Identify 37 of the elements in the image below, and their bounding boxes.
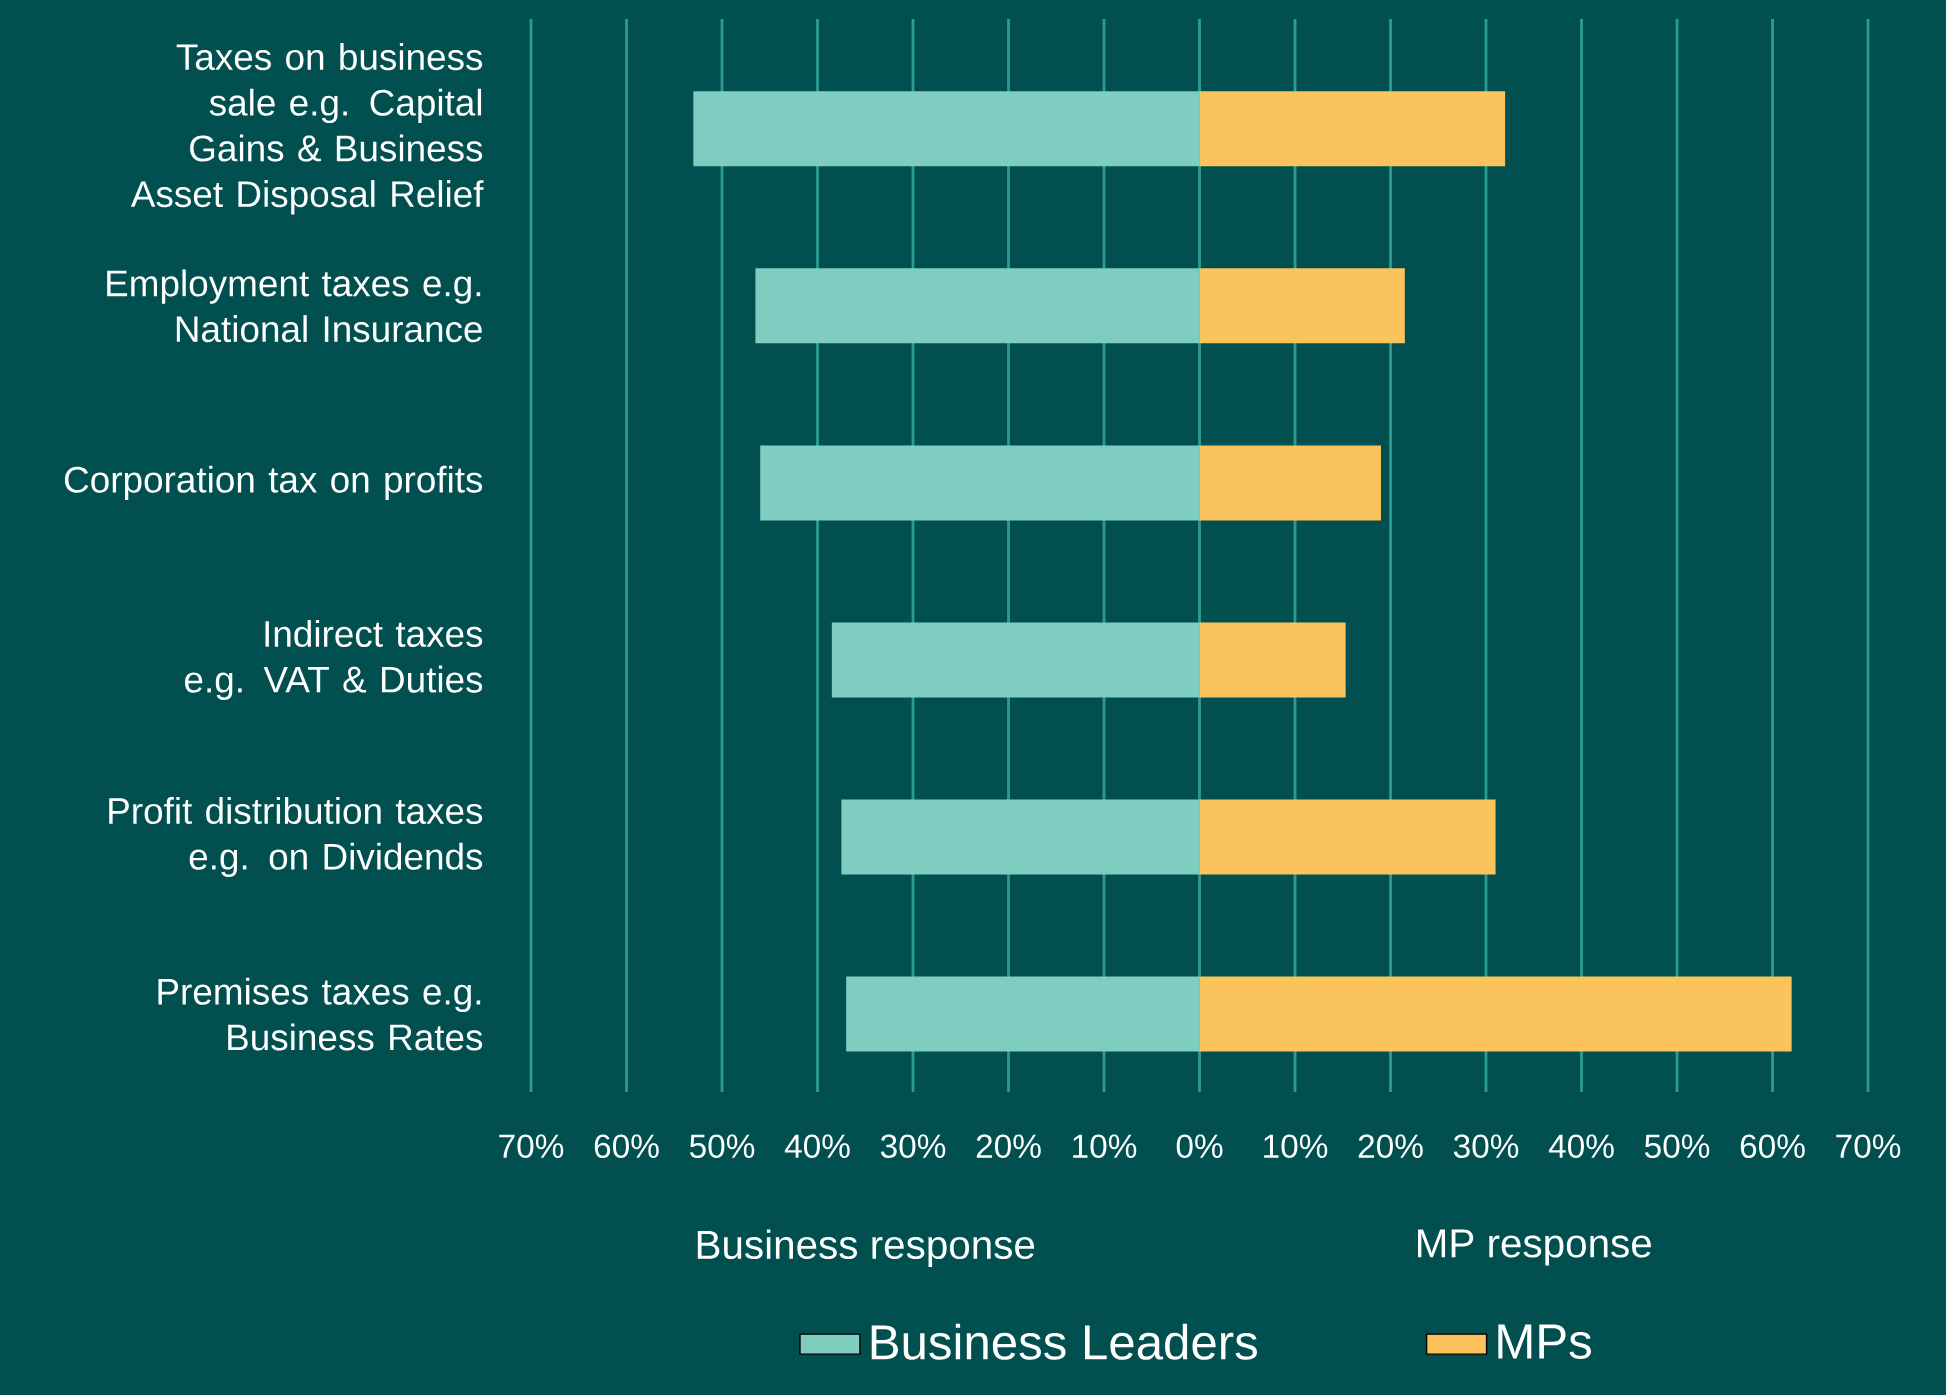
y-tick-label: Indirect taxes e.g. VAT & Duties: [185, 619, 483, 700]
y-tick-label: Corporation tax on profits: [64, 465, 483, 501]
x-tick-label: 50%: [689, 1134, 755, 1159]
y-tick-label: Premises taxes e.g. Business Rates: [158, 977, 483, 1051]
bar: [693, 91, 1200, 167]
x-tick-label: 0%: [1176, 1134, 1223, 1159]
x-tick-label: 30%: [880, 1134, 946, 1159]
bar: [1199, 268, 1405, 344]
x-tick-label: 10%: [1073, 1134, 1137, 1159]
bar: [1199, 91, 1506, 167]
y-tick-label: Taxes on business sale e.g. Capital Gains & Business Asset Disposal Relief: [130, 43, 484, 215]
x-tick-label: 10%: [1264, 1134, 1328, 1159]
y-tick-label: Profit distribution taxes e.g. on Dividends: [109, 796, 483, 878]
x-tick-label: 20%: [1358, 1134, 1423, 1159]
x-tick-label: 40%: [784, 1134, 850, 1159]
bar: [1199, 799, 1496, 875]
y-tick-label: Employment taxes e.g. National Insurance: [107, 269, 482, 343]
bar: [1199, 445, 1381, 521]
x-tick-label: 60%: [1740, 1134, 1805, 1159]
bar: [841, 799, 1200, 875]
text: Business response: [697, 1229, 1035, 1268]
x-tick-label: 50%: [1644, 1134, 1710, 1159]
x-tick-label: 40%: [1548, 1134, 1614, 1159]
bar: [1199, 976, 1792, 1052]
bar: [846, 976, 1200, 1052]
x-tick-label: 30%: [1453, 1134, 1519, 1159]
legend-label: MPs: [1498, 1324, 1591, 1359]
x-tick-label: 60%: [594, 1134, 659, 1159]
bar: [1199, 622, 1346, 698]
x-tick-label: 70%: [1836, 1134, 1901, 1159]
bar: [760, 445, 1200, 521]
bar: [755, 268, 1200, 344]
text: MP response: [1418, 1229, 1651, 1266]
x-tick-label: 70%: [499, 1134, 564, 1159]
x-tick-label: 20%: [976, 1134, 1041, 1159]
legend-label: Business Leaders: [871, 1323, 1257, 1360]
bar: [831, 622, 1200, 698]
